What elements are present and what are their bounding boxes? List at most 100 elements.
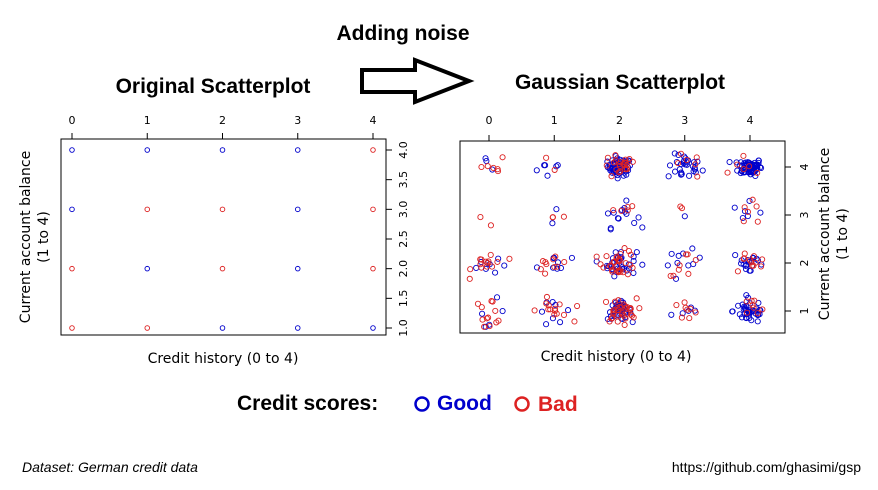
point-good xyxy=(493,294,501,301)
point-good xyxy=(732,252,739,259)
right-x-label: Credit history (0 to 4) xyxy=(541,349,692,365)
point-bad xyxy=(678,314,685,321)
point-bad xyxy=(740,152,747,159)
point-bad xyxy=(543,261,550,268)
point-bad xyxy=(603,253,610,260)
point-bad xyxy=(610,258,617,266)
point-good xyxy=(615,215,622,222)
point-bad xyxy=(552,305,559,312)
point-good xyxy=(740,169,747,176)
point-good xyxy=(639,261,646,268)
point-good xyxy=(740,306,747,313)
point-bad xyxy=(593,253,600,260)
point-good xyxy=(672,168,679,175)
point-bad xyxy=(621,245,628,252)
point-bad xyxy=(542,270,549,277)
point-bad xyxy=(682,304,689,311)
point-good xyxy=(675,252,682,259)
point-bad xyxy=(484,259,491,266)
point-bad xyxy=(478,163,485,171)
y-tick-label: 2.0 xyxy=(397,260,410,278)
point-bad xyxy=(622,304,629,311)
point-good xyxy=(473,264,480,271)
point-bad xyxy=(753,203,760,210)
point-good xyxy=(734,167,741,174)
point-good xyxy=(610,209,617,216)
y-label-line: (1 to 4) xyxy=(36,211,52,263)
point-good xyxy=(499,307,506,315)
y-tick-label: 2.5 xyxy=(397,230,410,248)
point-good xyxy=(295,265,301,272)
point-good xyxy=(686,172,693,179)
x-tick-label: 4 xyxy=(370,114,377,127)
x-tick-label: 4 xyxy=(747,114,754,127)
point-good xyxy=(745,294,752,301)
point-bad xyxy=(630,314,637,321)
point-good xyxy=(664,262,671,269)
point-good xyxy=(554,259,562,266)
point-good xyxy=(554,162,561,169)
point-bad xyxy=(624,207,631,214)
point-bad xyxy=(610,159,618,166)
point-bad xyxy=(678,205,686,212)
point-good xyxy=(557,319,564,326)
y-tick-label: 1 xyxy=(798,308,811,315)
point-good xyxy=(639,224,646,231)
arrow-right-icon xyxy=(360,57,475,105)
point-bad xyxy=(481,323,488,330)
point-bad xyxy=(629,158,636,165)
point-good xyxy=(557,264,565,272)
right-x-axis: 0 1 2 3 4 xyxy=(486,114,754,141)
point-bad xyxy=(628,312,636,319)
point-good xyxy=(739,214,746,222)
point-bad xyxy=(759,256,766,263)
legend-title: Credit scores: xyxy=(237,392,378,415)
point-good xyxy=(549,220,556,227)
point-bad xyxy=(636,305,643,312)
right-y-label: Current account balance (1 to 4) xyxy=(817,148,851,320)
point-bad xyxy=(494,258,501,265)
point-bad xyxy=(740,166,747,173)
point-bad xyxy=(612,152,619,159)
left-y-label: Current account balance (1 to 4) xyxy=(18,151,52,323)
point-bad xyxy=(692,309,699,316)
point-bad xyxy=(615,312,622,319)
point-good xyxy=(219,147,226,153)
point-bad xyxy=(676,262,683,269)
point-bad xyxy=(608,173,615,180)
point-bad xyxy=(616,163,623,170)
dataset-note: Dataset: German credit data xyxy=(22,459,198,475)
point-bad xyxy=(549,214,556,221)
y-tick-label: 1.5 xyxy=(397,290,410,308)
point-good xyxy=(631,219,638,226)
point-bad xyxy=(614,263,621,270)
point-bad xyxy=(493,319,500,326)
x-tick-label: 2 xyxy=(616,114,623,127)
point-bad xyxy=(615,297,622,304)
legend-bad-marker xyxy=(514,396,530,412)
legend: Credit scores: Good Bad xyxy=(237,392,578,416)
point-good xyxy=(755,157,762,164)
point-good xyxy=(630,258,637,265)
point-bad xyxy=(467,266,474,273)
point-bad xyxy=(603,162,610,169)
left-chart-title: Original Scatterplot xyxy=(116,75,311,98)
y-label-line: Current account balance xyxy=(18,151,34,323)
point-bad xyxy=(489,298,496,305)
point-bad xyxy=(556,301,563,308)
point-bad xyxy=(749,196,756,203)
point-bad xyxy=(677,150,685,157)
point-bad xyxy=(608,315,615,322)
point-good xyxy=(726,158,733,166)
point-bad xyxy=(551,166,558,173)
point-good xyxy=(748,317,755,324)
point-bad xyxy=(494,166,501,173)
point-good xyxy=(619,315,626,323)
left-x-axis: 0 1 2 3 4 xyxy=(69,114,377,139)
legend-good-label: Good xyxy=(437,392,492,415)
point-bad xyxy=(692,161,699,168)
point-bad xyxy=(483,315,490,322)
right-y-axis: 1 2 3 4 xyxy=(785,164,811,315)
point-good xyxy=(633,249,640,256)
